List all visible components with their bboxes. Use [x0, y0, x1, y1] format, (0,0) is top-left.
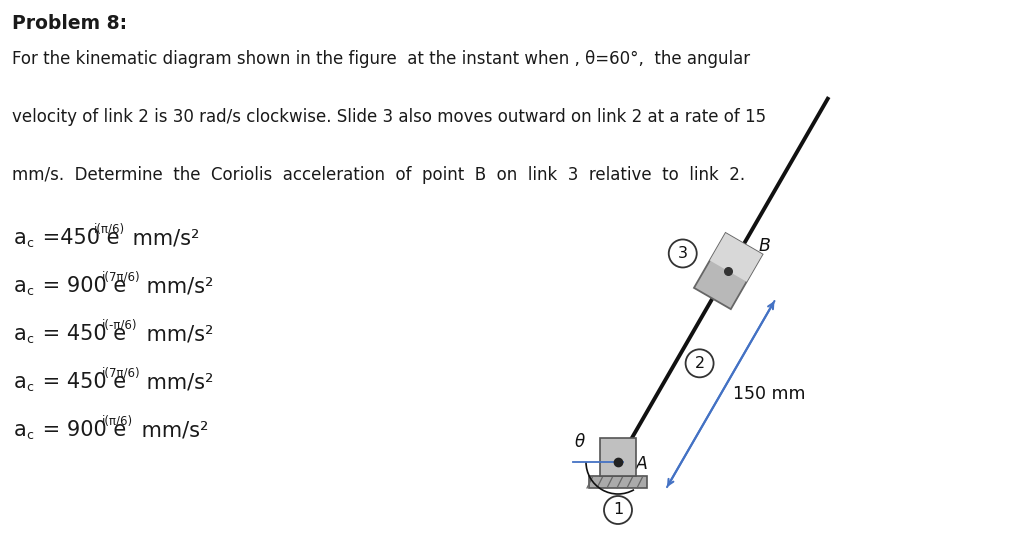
Text: = 450 e: = 450 e — [36, 372, 127, 392]
Text: = 450 e: = 450 e — [36, 324, 127, 344]
Text: velocity of link 2 is 30 rad/s clockwise. Slide 3 also moves outward on link 2 a: velocity of link 2 is 30 rad/s clockwise… — [12, 108, 766, 126]
Text: a: a — [14, 324, 26, 344]
Text: B: B — [759, 236, 771, 255]
Text: a: a — [14, 420, 26, 440]
Text: For the kinematic diagram shown in the figure  at the instant when , θ=60°,  the: For the kinematic diagram shown in the f… — [12, 50, 750, 68]
Text: c: c — [26, 429, 33, 442]
Text: =450 e: =450 e — [36, 228, 120, 248]
Circle shape — [669, 239, 697, 267]
Text: = 900 e: = 900 e — [36, 420, 127, 440]
Text: A: A — [636, 455, 648, 473]
Text: = 900 e: = 900 e — [36, 276, 127, 296]
Text: c: c — [26, 237, 33, 250]
Text: mm/s²: mm/s² — [140, 372, 214, 392]
Circle shape — [686, 349, 713, 377]
Polygon shape — [600, 438, 636, 476]
Text: i(7π/6): i(7π/6) — [101, 271, 140, 284]
Text: mm/s.  Determine  the  Coriolis  acceleration  of  point  B  on  link  3  relati: mm/s. Determine the Coriolis acceleratio… — [12, 166, 746, 184]
Text: c: c — [26, 285, 33, 298]
Polygon shape — [710, 233, 763, 282]
Text: 150 mm: 150 mm — [732, 385, 805, 403]
Text: mm/s²: mm/s² — [140, 324, 214, 344]
Text: i(-π/6): i(-π/6) — [101, 319, 137, 332]
Text: a: a — [14, 276, 26, 296]
Text: c: c — [26, 381, 33, 394]
Circle shape — [604, 496, 632, 524]
Text: a: a — [14, 372, 26, 392]
Text: Problem 8:: Problem 8: — [12, 14, 127, 33]
Text: mm/s²: mm/s² — [135, 420, 208, 440]
Text: mm/s²: mm/s² — [140, 276, 214, 296]
Polygon shape — [694, 233, 763, 309]
Text: 2: 2 — [695, 356, 705, 371]
Text: mm/s²: mm/s² — [127, 228, 200, 248]
Text: 3: 3 — [678, 246, 688, 261]
Text: i(7π/6): i(7π/6) — [101, 367, 140, 380]
Text: i(π/6): i(π/6) — [101, 415, 133, 428]
Text: θ: θ — [575, 433, 586, 451]
Text: a: a — [14, 228, 26, 248]
Text: c: c — [26, 333, 33, 346]
Text: i(π/6): i(π/6) — [93, 223, 125, 236]
Polygon shape — [589, 476, 647, 488]
Text: 1: 1 — [613, 503, 623, 518]
